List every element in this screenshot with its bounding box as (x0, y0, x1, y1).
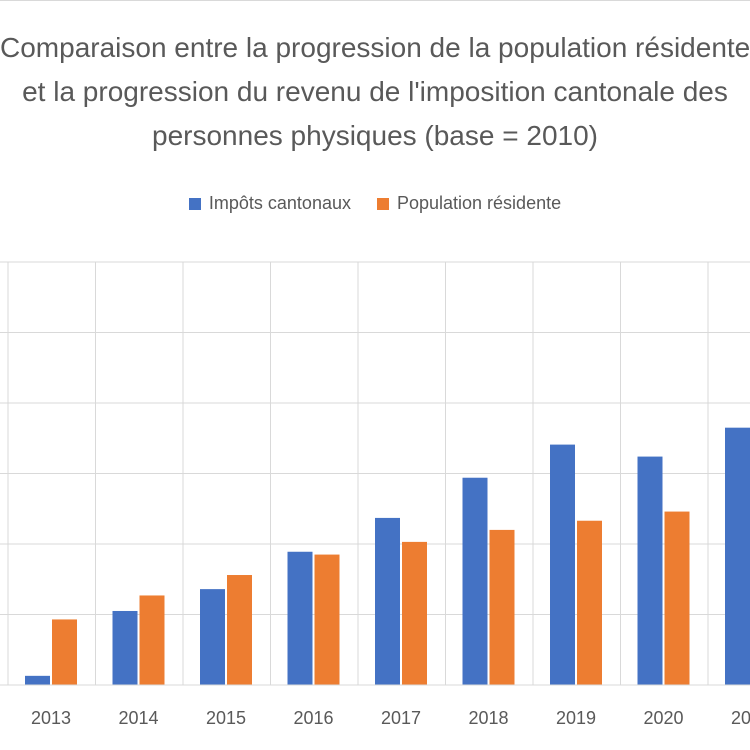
x-tick-label-2017: 2017 (381, 708, 421, 728)
chart-title-line-1: Comparaison entre la progression de la p… (0, 32, 750, 63)
bar-impots-2020 (637, 456, 663, 685)
chart-title-line-2: et la progression du revenu de l'imposit… (22, 76, 728, 107)
bar-population-2013 (52, 619, 77, 685)
x-tick-label-2018: 2018 (468, 708, 508, 728)
x-tick-label-2014: 2014 (118, 708, 158, 728)
x-tick-label-2015: 2015 (206, 708, 246, 728)
bar-impots-2015 (200, 589, 225, 685)
bar-population-2016 (314, 554, 340, 685)
chart-legend: Impôts cantonaux Population résidente (0, 193, 750, 214)
legend-label-impots: Impôts cantonaux (208, 193, 351, 213)
bar-impots-2014 (112, 610, 138, 685)
bar-population-2014 (139, 595, 165, 685)
bar-impots-2018 (462, 477, 488, 685)
legend-swatch-impots (188, 197, 201, 210)
x-tick-label-2019: 2019 (556, 708, 596, 728)
bar-population-2017 (402, 541, 427, 685)
x-tick-label-2020: 2020 (643, 708, 683, 728)
bar-impots-2019 (550, 444, 575, 685)
x-tick-label-2021: 2021 (731, 708, 750, 728)
x-tick-label-2013: 2013 (31, 708, 71, 728)
bar-impots-2021 (725, 427, 750, 685)
bar-impots-2016 (287, 551, 313, 685)
legend-swatch-population (376, 197, 389, 210)
legend-item-impots: Impôts cantonaux (188, 193, 351, 214)
legend-label-population: Population résidente (396, 193, 562, 213)
chart-title: Comparaison entre la progression de la p… (0, 26, 750, 158)
bar-impots-2017 (375, 517, 400, 685)
x-tick-label-2016: 2016 (293, 708, 333, 728)
bar-population-2015 (227, 575, 252, 685)
legend-item-population: Population résidente (376, 193, 562, 214)
bar-population-2018 (489, 529, 515, 685)
bar-impots-2013 (25, 675, 50, 685)
bar-population-2020 (664, 511, 690, 685)
bar-population-2019 (577, 520, 602, 685)
chart-title-line-3: personnes physiques (base = 2010) (152, 120, 598, 151)
